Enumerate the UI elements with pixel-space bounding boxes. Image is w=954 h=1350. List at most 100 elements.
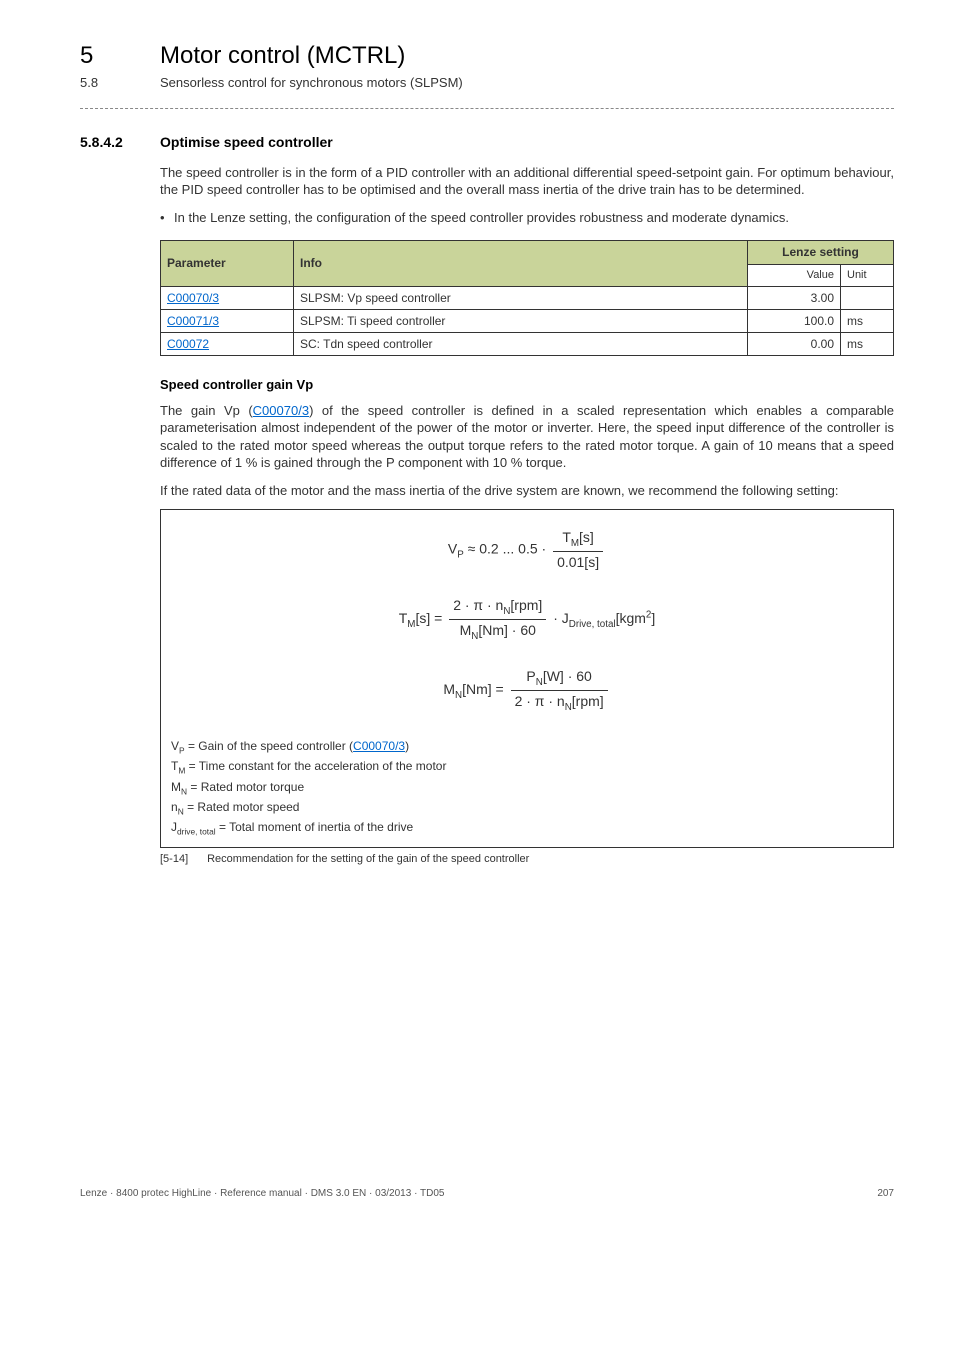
legend-text: = Total moment of inertia of the drive (216, 820, 414, 834)
value-cell: 100.0 (748, 309, 841, 332)
fraction: 2 · π · nN[rpm] MN[Nm] · 60 (449, 596, 546, 643)
legend-text: M (171, 780, 181, 794)
th-lenze: Lenze setting (748, 241, 894, 264)
topic-heading: Speed controller gain Vp (160, 376, 894, 394)
unit-cell (841, 286, 894, 309)
table-row: C00070/3 SLPSM: Vp speed controller 3.00 (161, 286, 894, 309)
formula-box: VP ≈ 0.2 ... 0.5 · TM[s] 0.01[s] TM[s] =… (160, 509, 894, 848)
legend-text: = Rated motor torque (187, 780, 304, 794)
legend-text: = Time constant for the acceleration of … (185, 759, 446, 773)
info-cell: SC: Tdn speed controller (294, 332, 748, 355)
formula-text: M (460, 622, 472, 638)
denominator: 0.01[s] (553, 552, 603, 572)
formula-text: [rpm] (572, 693, 604, 709)
chapter-number: 5 (80, 40, 160, 72)
fraction: TM[s] 0.01[s] (553, 528, 603, 572)
footer-page-number: 207 (877, 1187, 894, 1201)
legend-text: V (171, 739, 179, 753)
param-link[interactable]: C00072 (167, 337, 209, 351)
legend-line: nN = Rated motor speed (171, 799, 883, 818)
table-header-row: Parameter Info Lenze setting (161, 241, 894, 264)
legend-line: VP = Gain of the speed controller (C0007… (171, 738, 883, 757)
table-row: C00071/3 SLPSM: Ti speed controller 100.… (161, 309, 894, 332)
bullet-list: In the Lenze setting, the configuration … (160, 209, 894, 227)
param-link[interactable]: C00070/3 (253, 403, 309, 418)
numerator: TM[s] (553, 528, 603, 552)
subsection-heading: 5.8.4.2 Optimise speed controller (80, 133, 894, 152)
figure-number: [5-14] (160, 852, 204, 867)
section-header: 5.8 Sensorless control for synchronous m… (80, 74, 894, 92)
formula-text: T (562, 529, 571, 545)
unit-cell: ms (841, 332, 894, 355)
gain-paragraph-2: If the rated data of the motor and the m… (160, 482, 894, 500)
th-info: Info (294, 241, 748, 286)
footer-left: Lenze · 8400 protec HighLine · Reference… (80, 1187, 444, 1201)
subsection-number: 5.8.4.2 (80, 133, 160, 152)
formula-text: · J (553, 610, 569, 626)
intro-paragraph: The speed controller is in the form of a… (160, 164, 894, 199)
numerator: 2 · π · nN[rpm] (449, 596, 546, 620)
formula-sub: N (455, 690, 462, 701)
formula-text: T (399, 610, 408, 626)
formula-text: [s] = (415, 610, 446, 626)
numerator: PN[W] · 60 (511, 667, 608, 691)
denominator: 2 · π · nN[rpm] (511, 691, 608, 714)
bullet-item: In the Lenze setting, the configuration … (174, 209, 894, 227)
unit-cell: ms (841, 309, 894, 332)
subsection-title: Optimise speed controller (160, 133, 333, 152)
formula-sub: M (571, 538, 579, 549)
formula-text: [W] · 60 (543, 668, 592, 684)
formula-sub: Drive, total (569, 619, 616, 630)
gain-paragraph-1: The gain Vp (C00070/3) of the speed cont… (160, 402, 894, 472)
formula-2: T M [s] = 2 · π · nN[rpm] MN[Nm] · 60 · JD… (171, 596, 883, 643)
divider (80, 108, 894, 109)
legend-text: = Gain of the speed controller ( (185, 739, 353, 753)
legend-line: Jdrive, total = Total moment of inertia … (171, 819, 883, 838)
info-cell: SLPSM: Vp speed controller (294, 286, 748, 309)
figure-text: Recommendation for the setting of the ga… (207, 853, 529, 865)
param-cell: C00071/3 (161, 309, 294, 332)
formula-text: V (448, 541, 457, 557)
formula-text: [rpm] (510, 597, 542, 613)
formula-text: [kgm (616, 610, 646, 626)
formula-text: 2 · π · n (453, 597, 503, 613)
legend-text: n (171, 800, 178, 814)
legend-text: ) (405, 739, 409, 753)
formula-text: P (526, 668, 535, 684)
denominator: MN[Nm] · 60 (449, 620, 546, 643)
page-footer: Lenze · 8400 protec HighLine · Reference… (80, 1187, 894, 1201)
th-parameter: Parameter (161, 241, 294, 286)
formula-1: VP ≈ 0.2 ... 0.5 · TM[s] 0.01[s] (171, 528, 883, 572)
chapter-title: Motor control (MCTRL) (160, 40, 405, 72)
text: The gain Vp ( (160, 403, 253, 418)
formula-sub: N (565, 702, 572, 713)
value-cell: 0.00 (748, 332, 841, 355)
table-row: C00072 SC: Tdn speed controller 0.00 ms (161, 332, 894, 355)
param-cell: C00072 (161, 332, 294, 355)
legend-sub: drive, total (177, 826, 216, 836)
param-cell: C00070/3 (161, 286, 294, 309)
info-cell: SLPSM: Ti speed controller (294, 309, 748, 332)
formula-text: [Nm] · 60 (478, 622, 536, 638)
legend-line: MN = Rated motor torque (171, 779, 883, 798)
legend-line: TM = Time constant for the acceleration … (171, 758, 883, 777)
chapter-header: 5 Motor control (MCTRL) (80, 40, 894, 72)
param-link[interactable]: C00071/3 (167, 314, 219, 328)
th-value: Value (748, 264, 841, 286)
formula-text: 2 · π · n (515, 693, 565, 709)
param-link[interactable]: C00070/3 (353, 739, 405, 753)
formula-text: [s] (579, 529, 594, 545)
fraction: PN[W] · 60 2 · π · nN[rpm] (511, 667, 608, 714)
param-link[interactable]: C00070/3 (167, 291, 219, 305)
section-title: Sensorless control for synchronous motor… (160, 74, 463, 92)
th-unit: Unit (841, 264, 894, 286)
formula-text: M (443, 682, 455, 698)
section-number: 5.8 (80, 74, 160, 92)
formula-legend: VP = Gain of the speed controller (C0007… (171, 738, 883, 838)
formula-3: MN[Nm] = PN[W] · 60 2 · π · nN[rpm] (171, 667, 883, 714)
value-cell: 3.00 (748, 286, 841, 309)
formula-text: ] (651, 610, 655, 626)
legend-text: = Rated motor speed (184, 800, 300, 814)
formula-text: ≈ 0.2 ... 0.5 · (464, 541, 550, 557)
figure-caption: [5-14] Recommendation for the setting of… (160, 852, 894, 867)
